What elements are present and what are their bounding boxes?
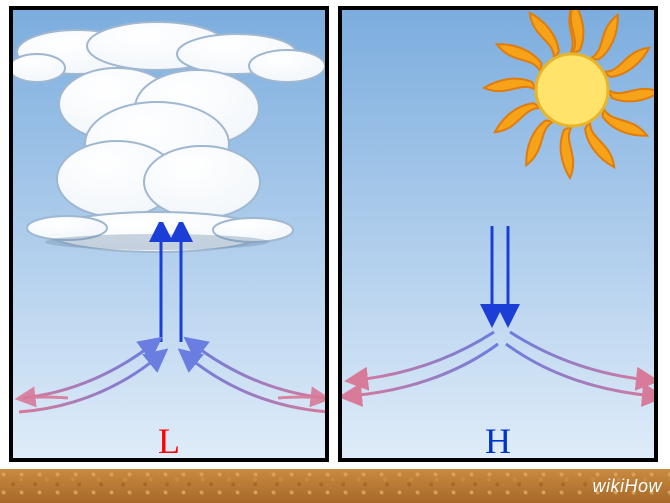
- converging-surface-arrows: [13, 320, 329, 430]
- low-pressure-panel: [9, 6, 329, 462]
- sun-full: [472, 6, 658, 190]
- attribution-text: wikiHow: [592, 476, 662, 497]
- high-pressure-panel: [338, 6, 658, 462]
- diverging-surface-arrows: [342, 310, 658, 420]
- ground-strip: [0, 469, 670, 503]
- diagram-stage: L H wikiHow: [0, 0, 670, 503]
- high-pressure-label: H: [485, 420, 511, 462]
- low-pressure-label: L: [158, 420, 180, 462]
